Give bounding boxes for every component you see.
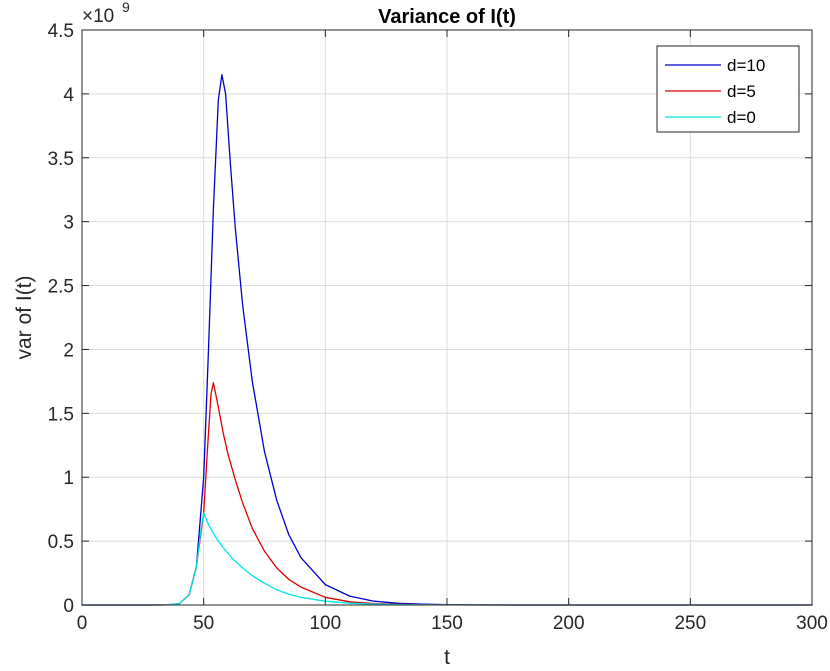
y-tick-label: 4.5 (48, 21, 74, 42)
legend-label: d=0 (727, 108, 756, 127)
chart-title: Variance of I(t) (378, 6, 516, 28)
y-tick-label: 0.5 (48, 532, 74, 553)
y-axis-exponent-base: ×10 (82, 6, 114, 27)
legend-box (656, 45, 800, 133)
x-tick-label: 200 (553, 613, 585, 634)
y-axis-exponent-power: 9 (122, 0, 130, 15)
axis-ticks: 0 50 100 150 200 250 300 0 0.5 1 1.5 2 2.5 3 3.5 4 4.5 (48, 21, 828, 634)
y-tick-label: 3.5 (48, 149, 74, 170)
legend-items: d=10 d=5 d=0 (665, 56, 765, 127)
x-tick-label: 50 (193, 613, 214, 634)
legend-label: d=10 (727, 56, 765, 75)
x-tick-label: 300 (796, 613, 828, 634)
y-tick-label: 2 (63, 340, 74, 361)
legend: d=10 d=5 d=0 (656, 45, 800, 133)
y-tick-label: 3 (63, 213, 74, 234)
y-axis-label: var of I(t) (13, 275, 36, 359)
x-tick-label: 100 (309, 613, 341, 634)
x-axis-label: t (444, 646, 450, 669)
y-tick-label: 1.5 (48, 404, 74, 425)
y-tick-label: 1 (63, 468, 74, 489)
y-tick-label: 2.5 (48, 277, 74, 298)
x-tick-label: 0 (77, 613, 88, 634)
x-tick-label: 150 (431, 613, 463, 634)
y-tick-label: 4 (63, 85, 74, 106)
x-tick-label: 250 (674, 613, 706, 634)
legend-label: d=5 (727, 82, 756, 101)
y-tick-label: 0 (63, 596, 74, 617)
